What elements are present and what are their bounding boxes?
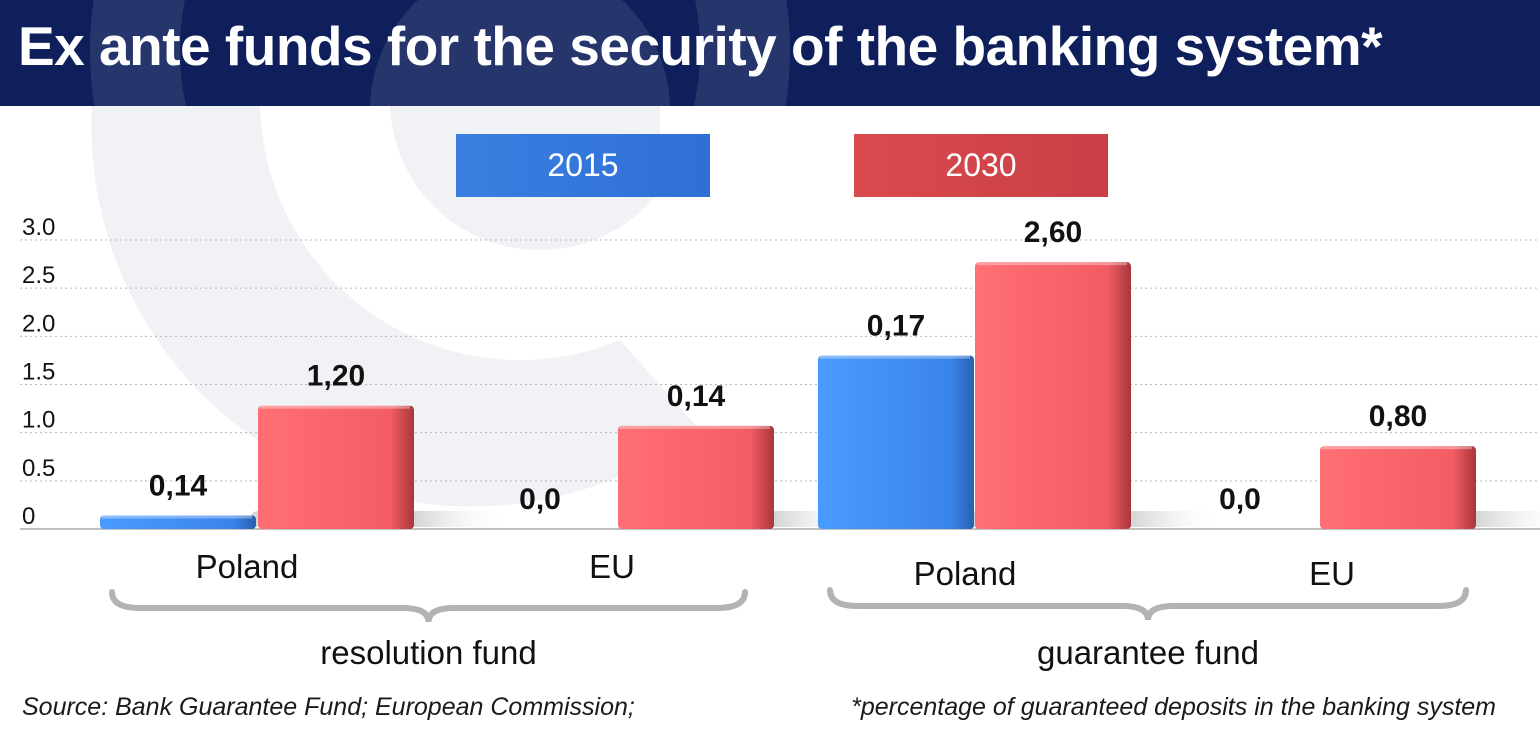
bar-shadow <box>1125 511 1225 527</box>
y-tick-label: 3.0 <box>22 214 55 241</box>
category-label: EU <box>589 548 635 585</box>
y-tick-label: 1.5 <box>22 359 55 386</box>
data-label: 0,14 <box>667 380 726 413</box>
data-label: 0,0 <box>519 483 561 516</box>
bar-shadow <box>1470 511 1540 527</box>
footnote: *percentage of guaranteed deposits in th… <box>851 693 1496 721</box>
y-tick-label: 1.0 <box>22 407 55 434</box>
bar-2030 <box>258 405 414 529</box>
group-label: guarantee fund <box>1037 634 1259 671</box>
bar-2030-highlight <box>977 262 1127 266</box>
data-label: 1,20 <box>307 360 365 393</box>
category-labels: Poland EU Poland EU <box>196 548 1355 592</box>
category-label: EU <box>1309 555 1355 592</box>
group-label: resolution fund <box>320 634 536 671</box>
bars <box>100 262 1476 529</box>
legend-item-2015: 2015 <box>456 134 710 197</box>
data-label: 0,17 <box>867 310 925 343</box>
bar-2015-highlight <box>102 515 252 519</box>
y-tick-label: 2.0 <box>22 310 55 337</box>
category-label: Poland <box>914 555 1017 592</box>
source-note: Source: Bank Guarantee Fund; European Co… <box>22 693 635 721</box>
data-label: 0,0 <box>1219 483 1261 516</box>
bar-2030-highlight <box>620 425 770 429</box>
legend-label-2030: 2030 <box>945 147 1017 183</box>
watermark-dot-shape <box>370 0 670 106</box>
legend-item-2030: 2030 <box>854 134 1108 197</box>
bar-2015 <box>818 355 974 529</box>
bar-2030 <box>618 425 774 529</box>
bar-2030-highlight <box>1322 446 1472 450</box>
category-label: Poland <box>196 548 299 585</box>
data-label: 2,60 <box>1024 216 1082 249</box>
data-label: 0,14 <box>149 470 208 503</box>
legend-label-2015: 2015 <box>547 147 619 183</box>
bar-2030 <box>1320 446 1476 529</box>
bar-2030-highlight <box>260 405 410 409</box>
title-bar: Ex ante funds for the security of the ba… <box>0 0 1540 106</box>
y-tick-label: 0 <box>22 503 35 530</box>
bar-2015 <box>100 515 256 529</box>
gridlines <box>20 239 1540 530</box>
bar-2015-highlight <box>820 355 970 359</box>
bar-2030 <box>975 262 1131 529</box>
page-title: Ex ante funds for the security of the ba… <box>18 15 1383 77</box>
data-labels: 0,14 0,0 0,17 0,0 1,20 0,14 2,60 0,80 <box>149 216 1427 516</box>
data-label: 0,80 <box>1369 400 1427 433</box>
group-braces: resolution fund guarantee fund <box>109 587 1469 671</box>
y-axis-ticks: 0 0.5 1.0 1.5 2.0 2.5 3.0 <box>22 214 55 530</box>
watermark-ring-shape <box>90 0 790 106</box>
y-tick-label: 0.5 <box>22 455 55 482</box>
y-tick-label: 2.5 <box>22 262 55 289</box>
group-brace <box>109 589 748 623</box>
group-brace <box>827 587 1469 621</box>
bar-shadow <box>408 511 508 527</box>
